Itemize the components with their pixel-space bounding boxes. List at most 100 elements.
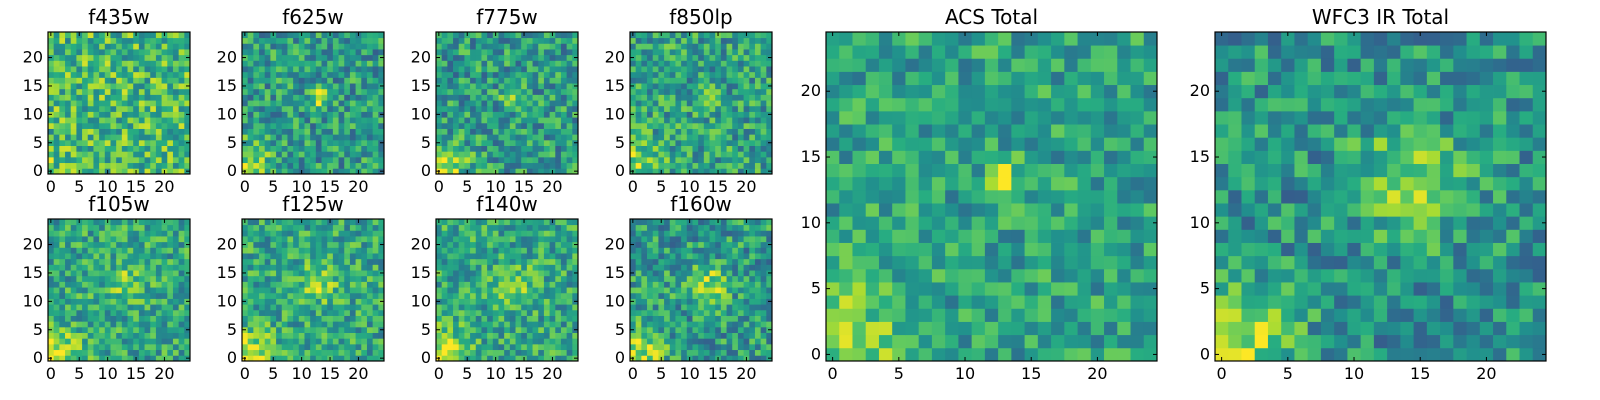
heatmap-cell: [470, 224, 477, 231]
heatmap-cell: [247, 32, 254, 39]
heatmap-cell: [310, 241, 317, 248]
heatmap-cell: [310, 134, 317, 141]
heatmap-cell: [82, 258, 89, 265]
heatmap-cell: [720, 151, 727, 158]
heatmap-cell: [155, 37, 162, 44]
heatmap-cell: [264, 258, 271, 265]
heatmap-cell: [150, 247, 157, 254]
heatmap-cell: [310, 230, 317, 237]
heatmap-cell: [647, 32, 654, 39]
heatmap-cell: [732, 66, 739, 73]
heatmap-cell: [321, 60, 328, 67]
heatmap-cell: [121, 349, 128, 356]
heatmap-cell: [703, 292, 710, 299]
heatmap-cell: [458, 83, 465, 90]
heatmap-cell: [543, 54, 550, 61]
heatmap-cell: [48, 309, 55, 316]
heatmap-cell: [754, 151, 762, 158]
heatmap-cell: [515, 162, 522, 169]
heatmap-cell: [127, 43, 134, 50]
heatmap-cell: [475, 275, 482, 282]
heatmap-cell: [247, 281, 254, 288]
heatmap-cell: [538, 258, 545, 265]
heatmap-cell: [720, 43, 727, 50]
heatmap-cell: [253, 43, 260, 50]
heatmap-cell: [732, 168, 739, 175]
heatmap-cell: [121, 88, 128, 95]
heatmap-cell: [310, 162, 317, 169]
heatmap-cell: [293, 88, 300, 95]
heatmap-cell: [253, 287, 260, 294]
heatmap-cell: [566, 309, 573, 316]
heatmap-cell: [247, 349, 254, 356]
heatmap-cell: [543, 71, 550, 78]
heatmap-cell: [53, 292, 60, 299]
heatmap-cell: [150, 224, 157, 231]
heatmap-cell: [276, 77, 283, 84]
heatmap-cell: [150, 326, 157, 333]
heatmap-cell: [121, 253, 128, 260]
heatmap-cell: [504, 258, 511, 265]
heatmap-cell: [155, 253, 162, 260]
heatmap-cell: [669, 298, 676, 305]
heatmap-cell: [127, 258, 134, 265]
heatmap-cell: [253, 236, 260, 243]
heatmap-cell: [743, 321, 750, 328]
heatmap-cell: [464, 236, 471, 243]
heatmap-cell: [509, 287, 516, 294]
heatmap-cell: [59, 326, 66, 333]
heatmap-cell: [87, 162, 94, 169]
heatmap-cell: [138, 100, 145, 107]
heatmap-cell: [321, 298, 328, 305]
heatmap-cell: [127, 100, 134, 107]
heatmap-cell: [259, 332, 266, 339]
heatmap-cell: [242, 156, 249, 164]
heatmap-cell: [652, 162, 659, 169]
heatmap-cell: [121, 338, 128, 345]
heatmap-cell: [150, 275, 157, 282]
heatmap-cell: [372, 315, 379, 322]
heatmap-cell: [521, 253, 528, 260]
heatmap-cell: [635, 287, 642, 294]
heatmap-cell: [344, 83, 351, 90]
heatmap-cell: [652, 37, 659, 44]
heatmap-cell: [332, 156, 339, 164]
heatmap-cell: [698, 326, 705, 333]
heatmap-cell: [378, 162, 385, 169]
heatmap-cell: [144, 275, 151, 282]
heatmap-cell: [332, 270, 339, 277]
heatmap-cell: [327, 105, 334, 112]
heatmap-cell: [709, 270, 716, 277]
heatmap-cell: [127, 122, 134, 129]
heatmap-cell: [447, 270, 454, 277]
heatmap-cell: [664, 298, 671, 305]
heatmap-cell: [447, 105, 454, 112]
heatmap-cell: [566, 349, 573, 356]
heatmap-cell: [172, 111, 180, 118]
x-tick-label: 5: [74, 364, 84, 383]
heatmap-cell: [749, 88, 756, 95]
heatmap-cell: [48, 88, 55, 95]
heatmap-cell: [293, 145, 300, 152]
heatmap-cell: [681, 292, 688, 299]
heatmap-cell: [242, 151, 249, 158]
heatmap-cell: [155, 32, 162, 39]
heatmap-cell: [658, 43, 665, 50]
heatmap-cell: [487, 37, 494, 44]
heatmap-cell: [144, 162, 151, 169]
heatmap-cell: [116, 162, 123, 169]
heatmap-cell: [475, 145, 482, 152]
heatmap-cell: [70, 241, 77, 248]
heatmap-cell: [247, 253, 254, 260]
heatmap-cell: [259, 145, 266, 152]
heatmap-cell: [749, 66, 756, 73]
heatmap-cell: [526, 332, 533, 339]
heatmap-cell: [242, 292, 249, 299]
heatmap-cell: [344, 224, 351, 231]
heatmap-cell: [270, 117, 277, 124]
heatmap-cell: [338, 258, 345, 265]
heatmap-cell: [726, 145, 733, 152]
heatmap-cell: [760, 43, 767, 50]
heatmap-cell: [698, 281, 705, 288]
heatmap-cell: [253, 60, 260, 67]
